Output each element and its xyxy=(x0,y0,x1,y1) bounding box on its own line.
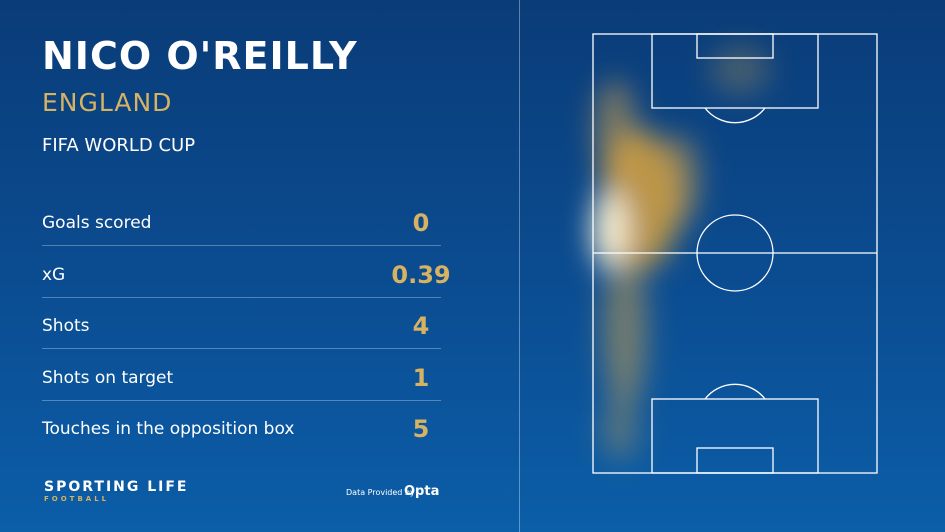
pitch-lines xyxy=(592,33,878,474)
stat-value: 0 xyxy=(412,209,430,237)
stat-label: Goals scored xyxy=(42,213,152,233)
competition: FIFA WORLD CUP xyxy=(42,135,196,156)
stat-row: Shots on target 1 xyxy=(42,358,441,409)
stat-value: 0.39 xyxy=(391,260,451,289)
stat-row: xG 0.39 xyxy=(42,255,451,306)
stat-row: Shots 4 xyxy=(42,306,441,357)
stat-label: Shots xyxy=(42,316,90,336)
row-separator xyxy=(42,348,441,349)
stat-label: Touches in the opposition box xyxy=(42,419,295,439)
stat-value: 4 xyxy=(412,312,430,340)
divider xyxy=(519,0,520,532)
provider: Opta xyxy=(404,484,440,499)
stat-value: 1 xyxy=(412,363,430,392)
stat-row: Touches in the opposition box 5 xyxy=(42,409,441,460)
stat-value: 5 xyxy=(412,415,430,443)
row-separator xyxy=(42,399,441,401)
team: ENGLAND xyxy=(42,88,173,117)
brand: SPORTING LIFE xyxy=(44,479,189,495)
stat-label: Shots on target xyxy=(42,367,174,388)
credit: Data Provided by xyxy=(346,488,415,497)
row-separator xyxy=(42,245,441,246)
row-separator xyxy=(42,296,441,298)
player-name: NICO O'REILLY xyxy=(42,34,358,78)
stat-row: Goals scored 0 xyxy=(42,203,441,254)
opta-logo xyxy=(404,486,412,500)
stat-label: xG xyxy=(42,264,66,285)
brand-sub: FOOTBALL xyxy=(44,495,110,503)
